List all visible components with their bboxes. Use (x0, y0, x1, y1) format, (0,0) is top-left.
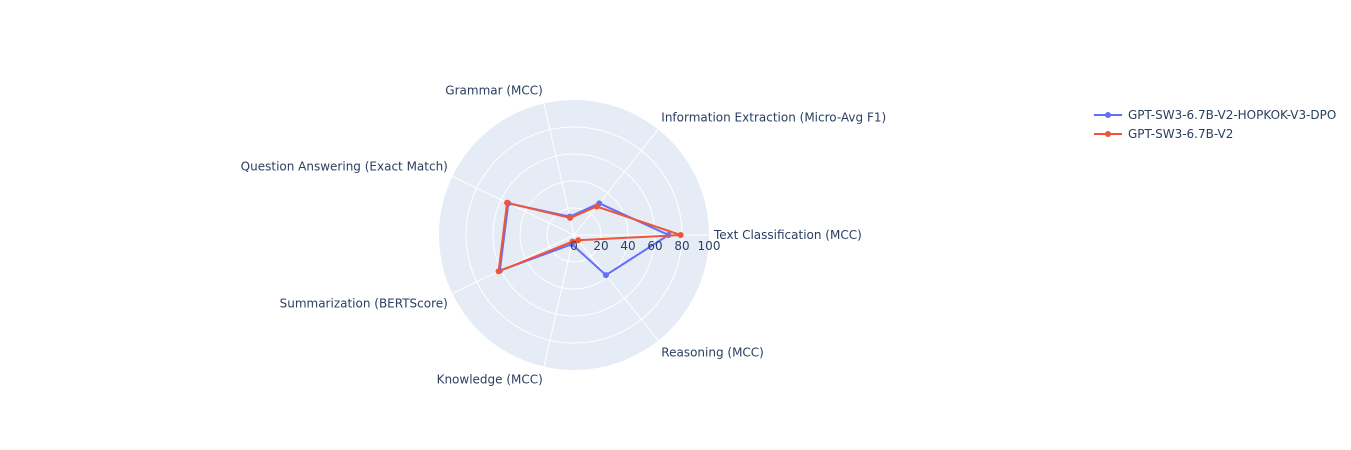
axis-label: Information Extraction (Micro-Avg F1) (661, 111, 886, 125)
grid-spoke (452, 234, 575, 295)
grid-spoke (543, 234, 575, 367)
data-point (569, 238, 576, 245)
data-point (575, 237, 582, 244)
legend-swatch-marker (1105, 131, 1111, 137)
data-point (602, 272, 609, 279)
data-point (504, 199, 511, 206)
data-point (567, 214, 574, 221)
data-point (495, 268, 502, 275)
tick-label: 40 (620, 239, 635, 253)
legend-item[interactable]: GPT-SW3-6.7B-V2 (1094, 127, 1233, 141)
axis-label: Grammar (MCC) (445, 84, 543, 98)
radial-grid (452, 103, 709, 367)
grid-spoke (543, 103, 575, 236)
axis-label: Text Classification (MCC) (713, 228, 862, 242)
data-point (677, 232, 684, 238)
grid-spoke (452, 175, 575, 236)
tick-label: 20 (593, 239, 608, 253)
grid-spoke (573, 129, 659, 236)
legend-label: GPT-SW3-6.7B-V2-HOPKOK-V3-DPO (1128, 108, 1336, 122)
axis-label: Question Answering (Exact Match) (241, 159, 448, 173)
legend-swatch-marker (1105, 112, 1111, 118)
tick-label: 100 (698, 239, 721, 253)
tick-label: 60 (647, 239, 662, 253)
series-layer (495, 199, 684, 279)
legend-item[interactable]: GPT-SW3-6.7B-V2-HOPKOK-V3-DPO (1094, 108, 1336, 122)
grid-spoke (573, 234, 659, 341)
data-point (593, 203, 600, 210)
legend[interactable]: GPT-SW3-6.7B-V2-HOPKOK-V3-DPO GPT-SW3-6.7… (1094, 108, 1336, 141)
tick-label: 80 (674, 239, 689, 253)
radial-tick-labels: 0 20 40 60 80 100 (570, 239, 720, 253)
axis-label: Summarization (BERTScore) (280, 297, 448, 311)
axis-label: Knowledge (MCC) (437, 372, 543, 386)
axis-label: Reasoning (MCC) (661, 345, 764, 359)
angular-axis-labels: Text Classification (MCC) Information Ext… (241, 84, 887, 387)
legend-label: GPT-SW3-6.7B-V2 (1128, 127, 1233, 141)
tick-label: 0 (570, 239, 578, 253)
